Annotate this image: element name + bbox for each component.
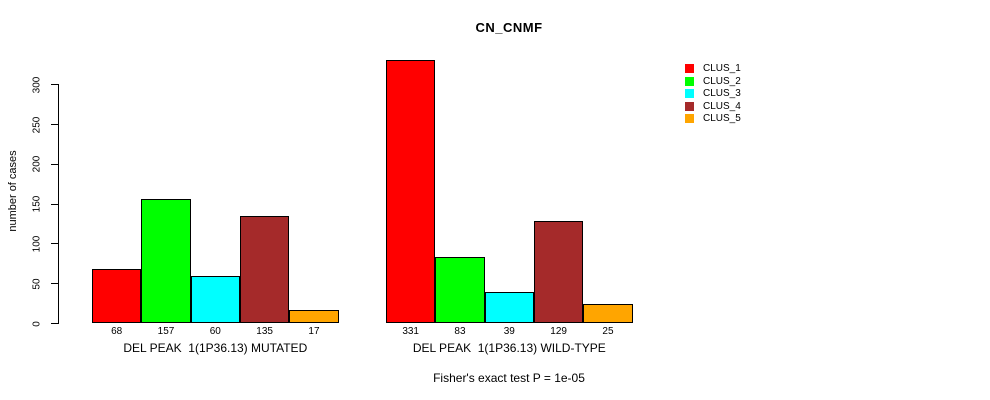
bar-value-label: 68 (111, 325, 123, 337)
y-tick (51, 203, 58, 205)
legend-swatch (685, 89, 694, 99)
y-tick (51, 323, 58, 324)
y-tick-label: 300 (31, 76, 43, 94)
bar (289, 309, 339, 324)
y-tick-label: 200 (31, 156, 43, 173)
bar-value-label: 25 (602, 325, 614, 337)
legend-swatch (685, 64, 694, 73)
bar (533, 220, 584, 324)
bar-value-label: 83 (454, 325, 466, 337)
y-tick (51, 283, 58, 285)
y-tick-label: 150 (31, 195, 43, 213)
y-tick (51, 163, 58, 165)
bar (239, 216, 290, 324)
bar (141, 198, 191, 324)
y-tick-label: 50 (31, 278, 43, 290)
group-label: DEL PEAK 1(1P36.13) MUTATED (123, 341, 308, 355)
bar-value-label: 17 (308, 325, 320, 337)
legend-label: CLUS_2 (703, 75, 741, 87)
bar (583, 303, 633, 324)
bar-value-label: 129 (550, 325, 567, 337)
y-tick-label: 0 (31, 320, 43, 327)
legend-label: CLUS_5 (703, 113, 741, 125)
legend-swatch (685, 114, 694, 124)
group-label: DEL PEAK 1(1P36.13) WILD-TYPE (412, 341, 606, 355)
y-tick-label: 100 (31, 235, 43, 253)
legend-label: CLUS_1 (703, 63, 741, 74)
bar-value-label: 331 (402, 325, 419, 337)
bar (484, 292, 534, 324)
bar-value-label: 39 (503, 325, 515, 337)
legend-swatch (685, 76, 694, 86)
y-tick (51, 124, 58, 126)
bar-value-label: 60 (209, 325, 221, 337)
fisher-test-annotation: Fisher's exact test P = 1e-05 (433, 371, 585, 385)
y-tick (51, 243, 58, 245)
y-axis-label: number of cases (7, 150, 19, 232)
y-tick-label: 250 (31, 116, 43, 133)
bar (92, 269, 142, 324)
bar-value-label: 157 (157, 325, 175, 337)
y-tick (51, 84, 58, 86)
bar (190, 275, 240, 324)
legend-label: CLUS_3 (703, 88, 741, 100)
bar (386, 60, 436, 324)
chart-title: CN_CNMF (475, 20, 543, 35)
legend-label: CLUS_4 (703, 100, 741, 112)
y-axis-line (58, 84, 59, 324)
bar (435, 257, 485, 324)
legend-swatch (685, 101, 694, 111)
bar-value-label: 135 (256, 325, 273, 337)
